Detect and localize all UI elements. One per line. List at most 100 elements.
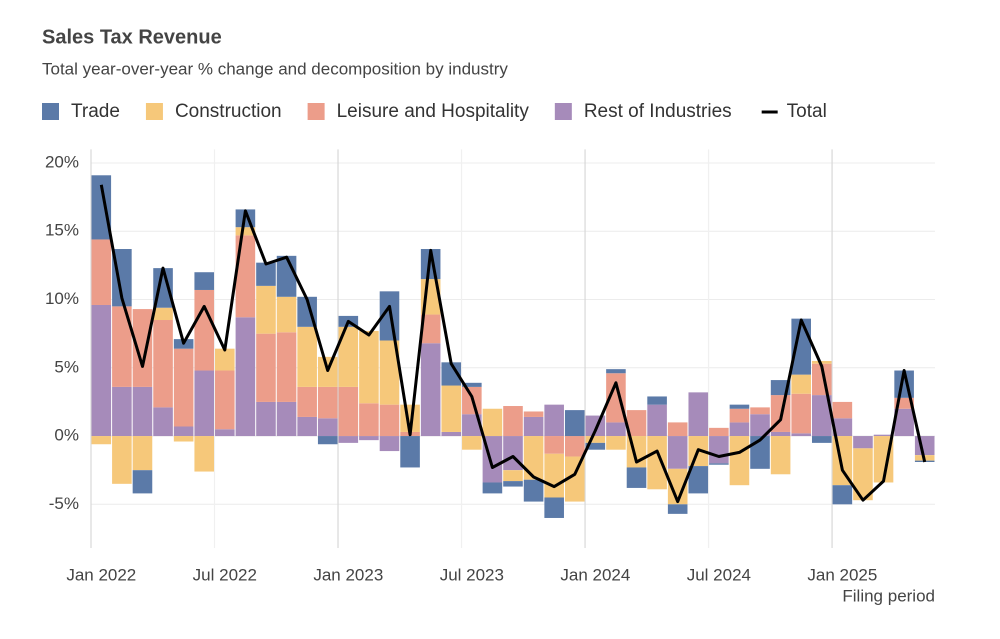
bar-segment [173, 348, 194, 427]
bar-segment [462, 414, 482, 437]
legend-label: Trade [71, 101, 120, 122]
bar-segment [647, 396, 667, 405]
bar-segment [173, 426, 194, 437]
bar-segment [297, 326, 317, 387]
bar-segment [606, 369, 626, 374]
bar-segment [482, 408, 503, 437]
bar-segment [256, 285, 276, 334]
bar-segment [647, 404, 667, 437]
bar-segment [914, 436, 935, 456]
y-tick-label: 20% [45, 152, 79, 171]
legend-label: Leisure and Hospitality [337, 101, 530, 122]
bar-segment [91, 304, 112, 437]
bar-segment [400, 436, 420, 468]
bar-segment [441, 431, 462, 437]
bar-segment [441, 385, 462, 432]
y-tick-label: 10% [45, 289, 79, 308]
bar-segment [832, 485, 853, 505]
y-tick-label: 5% [54, 357, 79, 376]
bar-segment [811, 395, 832, 437]
bar-segment [276, 401, 297, 437]
bar-segment [873, 434, 894, 437]
bar-segment [750, 407, 770, 415]
x-tick-label: Jul 2023 [440, 565, 504, 584]
bar-segment [379, 404, 400, 437]
bar-segment [91, 175, 112, 240]
legend-label: Total [787, 101, 827, 122]
bar-segment [564, 410, 585, 437]
bar-segment [276, 296, 297, 333]
bar-segment [544, 436, 564, 454]
y-tick-label: 15% [45, 221, 79, 240]
bar-segment [667, 468, 688, 505]
bar-segment [359, 403, 379, 437]
bar-segment [338, 436, 359, 443]
legend-swatch [307, 103, 325, 120]
bar-segment [688, 466, 709, 494]
bar-segment [667, 436, 688, 469]
bar-segment [729, 436, 750, 486]
legend-label: Construction [175, 101, 282, 122]
bar-segment [729, 408, 750, 423]
bar-segment [153, 407, 173, 437]
bar-segment [564, 456, 585, 502]
bar-segment [132, 386, 153, 437]
bar-segment [91, 239, 112, 305]
y-tick-label: -5% [49, 494, 79, 513]
bar-segment [523, 416, 544, 437]
bar-segment [626, 467, 647, 488]
bar-segment [791, 433, 811, 437]
bar-segment [256, 333, 276, 402]
bar-segment [482, 482, 503, 494]
bar-segment [791, 374, 811, 394]
bar-segment [276, 255, 297, 297]
bar-segment [832, 401, 853, 419]
bar-segment [523, 479, 544, 502]
bar-segment [523, 436, 544, 480]
bar-segment [338, 386, 359, 437]
legend-swatch [42, 103, 59, 120]
bar-segment [379, 436, 400, 452]
bar-segment [112, 386, 132, 437]
bar-segment [215, 348, 235, 371]
bar-segment [503, 481, 523, 487]
bar-segment [544, 404, 564, 437]
bar-segment [420, 314, 441, 344]
bar-segment [297, 386, 317, 417]
bar-segment [729, 404, 750, 409]
bar-segment [770, 431, 791, 437]
bar-segment [709, 436, 729, 464]
x-tick-label: Jul 2024 [687, 565, 751, 584]
x-tick-label: Jan 2022 [66, 565, 136, 584]
bar-segment [91, 436, 112, 445]
bar-segment [544, 497, 564, 518]
bar-segment [832, 418, 853, 437]
bar-segment [853, 448, 873, 501]
bar-segment [811, 436, 832, 443]
bar-segment [317, 436, 338, 445]
bar-segment [194, 436, 215, 472]
bar-segment [503, 406, 523, 437]
bar-segment [462, 382, 482, 387]
bar-segment [585, 436, 606, 443]
bar-segment [647, 436, 667, 490]
bar-segment [317, 386, 338, 419]
bar-segment [811, 360, 832, 364]
bar-segment [606, 436, 626, 450]
bar-segment [132, 470, 153, 494]
bar-segment [894, 397, 914, 409]
bar-segment [112, 306, 132, 387]
bar-segment [729, 422, 750, 437]
bar-segment [709, 427, 729, 437]
bar-segment [359, 330, 379, 404]
y-tick-label: 0% [54, 426, 79, 445]
bar-segment [750, 414, 770, 437]
bar-segment [215, 429, 235, 437]
bar-segment [173, 436, 194, 442]
bar-segment [688, 392, 709, 437]
bar-segment [564, 436, 585, 457]
bar-segment [338, 326, 359, 387]
x-tick-label: Jan 2023 [313, 565, 383, 584]
bar-segment [379, 340, 400, 405]
